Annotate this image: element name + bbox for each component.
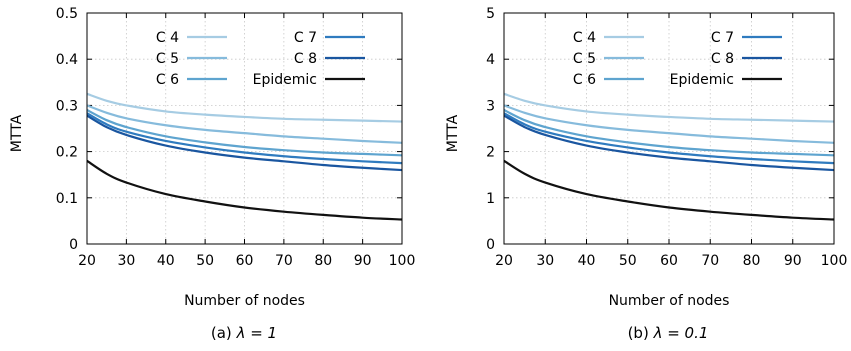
x-tick-label: 40	[157, 253, 175, 269]
series-line-3	[86, 109, 403, 157]
series-line-4	[86, 112, 403, 165]
y-tick-label: 2	[486, 145, 495, 161]
legend-label: C 4	[156, 30, 179, 46]
legend-label: C 5	[156, 51, 179, 67]
series-line-1	[86, 92, 403, 123]
legend-label: C 6	[156, 72, 179, 88]
x-tick-label: 70	[701, 253, 719, 269]
y-tick-label: 4	[486, 52, 495, 68]
chart-panel-1: 20 30 40 50 60 70 80 90 100 0 0.1 0.2 0.3 0.4 0.5 C 4 C …	[9, 6, 415, 342]
legend-label: C 5	[573, 51, 596, 67]
series-line-3	[503, 109, 835, 157]
series-line-6	[86, 159, 403, 221]
x-tick-label: 80	[743, 253, 761, 269]
series-line-5	[503, 114, 835, 172]
y-tick-label: 3	[486, 98, 495, 114]
y-tick-label: 0	[486, 237, 495, 253]
x-axis-label: Number of nodes	[184, 293, 305, 309]
x-tick-label: 90	[354, 253, 372, 269]
y-tick-label: 0.5	[56, 6, 78, 22]
series-line-4	[503, 112, 835, 165]
panel-caption: (b) λ = 0.1	[628, 324, 709, 342]
x-tick-label: 30	[117, 253, 135, 269]
x-tick-label: 70	[275, 253, 293, 269]
legend-label: C 7	[711, 30, 734, 46]
y-tick-label: 0.4	[56, 52, 78, 68]
y-tick-label: 1	[486, 191, 495, 207]
x-tick-label: 30	[536, 253, 554, 269]
plot-frame	[86, 12, 403, 245]
x-tick-label: 90	[784, 253, 802, 269]
legend-label: C 4	[573, 30, 596, 46]
series-line-6	[503, 159, 835, 221]
x-tick-label: 80	[314, 253, 332, 269]
x-tick-label: 100	[389, 253, 416, 269]
series-line-2	[503, 104, 835, 144]
series-line-2	[86, 104, 403, 144]
x-tick-label: 20	[495, 253, 513, 269]
x-tick-label: 40	[578, 253, 596, 269]
y-axis-label: MTTA	[445, 114, 461, 152]
y-axis-label: MTTA	[9, 114, 25, 152]
legend-label: Epidemic	[670, 72, 734, 88]
legend-label: C 8	[294, 51, 317, 67]
series-line-1	[503, 92, 835, 123]
x-tick-label: 50	[196, 253, 214, 269]
y-tick-label: 0.3	[56, 98, 78, 114]
x-tick-label: 60	[660, 253, 678, 269]
legend-label: C 7	[294, 30, 317, 46]
y-tick-label: 0	[69, 237, 78, 253]
x-axis-label: Number of nodes	[609, 293, 730, 309]
y-tick-label: 5	[486, 6, 495, 22]
panel-caption: (a) λ = 1	[211, 324, 277, 342]
legend-label: C 8	[711, 51, 734, 67]
y-tick-label: 0.2	[56, 145, 78, 161]
plot-frame	[503, 12, 835, 245]
x-tick-label: 20	[78, 253, 96, 269]
chart-panel-2: 20 30 40 50 60 70 80 90 100 0 1 2 3 4 5 C 4 C 5 C 6 C 7 C 8…	[445, 6, 847, 342]
legend-label: C 6	[573, 72, 596, 88]
series-line-5	[86, 114, 403, 172]
x-tick-label: 50	[619, 253, 637, 269]
y-tick-label: 0.1	[56, 191, 78, 207]
x-tick-label: 100	[821, 253, 848, 269]
x-tick-label: 60	[236, 253, 254, 269]
legend-label: Epidemic	[253, 72, 317, 88]
